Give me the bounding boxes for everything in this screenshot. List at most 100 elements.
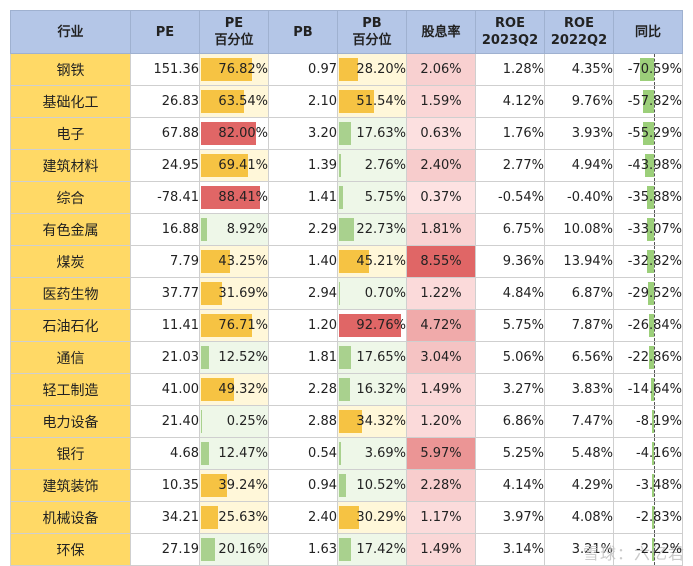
pe-cell[interactable]: 151.36 [130, 53, 200, 86]
roe-2023q2-cell[interactable]: 3.27% [475, 373, 545, 406]
pb-cell[interactable]: 2.94 [268, 277, 338, 310]
yoy-cell[interactable]: -57.82% [613, 85, 683, 118]
pb-percentile-cell[interactable]: 0.70% [337, 277, 407, 310]
pe-cell[interactable]: 4.68 [130, 437, 200, 470]
dividend-yield-cell[interactable]: 2.06% [406, 53, 476, 86]
industry-cell[interactable]: 机械设备 [10, 501, 131, 534]
roe-2022q2-cell[interactable]: 10.08% [544, 213, 614, 246]
pb-cell[interactable]: 0.54 [268, 437, 338, 470]
pe-percentile-cell[interactable]: 31.69% [199, 277, 269, 310]
pb-percentile-cell[interactable]: 34.32% [337, 405, 407, 438]
pb-cell[interactable]: 2.88 [268, 405, 338, 438]
roe-2022q2-cell[interactable]: 3.93% [544, 117, 614, 150]
roe-2022q2-cell[interactable]: 4.29% [544, 469, 614, 502]
roe-2023q2-cell[interactable]: 3.97% [475, 501, 545, 534]
yoy-cell[interactable]: -33.07% [613, 213, 683, 246]
pe-cell[interactable]: 34.21 [130, 501, 200, 534]
yoy-cell[interactable]: -55.29% [613, 117, 683, 150]
roe-2022q2-cell[interactable]: -0.40% [544, 181, 614, 214]
industry-cell[interactable]: 钢铁 [10, 53, 131, 86]
roe-2023q2-cell[interactable]: -0.54% [475, 181, 545, 214]
dividend-yield-cell[interactable]: 4.72% [406, 309, 476, 342]
pe-percentile-cell[interactable]: 76.71% [199, 309, 269, 342]
pb-percentile-cell[interactable]: 5.75% [337, 181, 407, 214]
pb-cell[interactable]: 1.81 [268, 341, 338, 374]
dividend-yield-cell[interactable]: 3.04% [406, 341, 476, 374]
pe-percentile-cell[interactable]: 76.82% [199, 53, 269, 86]
dividend-yield-cell[interactable]: 1.49% [406, 533, 476, 566]
yoy-cell[interactable]: -35.88% [613, 181, 683, 214]
industry-cell[interactable]: 建筑装饰 [10, 469, 131, 502]
table-row[interactable]: 建筑装饰 10.35 39.24% 0.94 10.52% 2.28% 4.14% 4.29%… [10, 469, 683, 502]
col-pe-header[interactable]: PE [130, 10, 200, 54]
roe-2023q2-cell[interactable]: 2.77% [475, 149, 545, 182]
pe-cell[interactable]: 26.83 [130, 85, 200, 118]
pe-percentile-cell[interactable]: 20.16% [199, 533, 269, 566]
pb-percentile-cell[interactable]: 17.65% [337, 341, 407, 374]
yoy-cell[interactable]: -22.86% [613, 341, 683, 374]
pe-percentile-cell[interactable]: 25.63% [199, 501, 269, 534]
pe-percentile-cell[interactable]: 0.25% [199, 405, 269, 438]
roe-2023q2-cell[interactable]: 1.28% [475, 53, 545, 86]
table-row[interactable]: 钢铁 151.36 76.82% 0.97 28.20% 2.06% 1.28% 4.35% -… [10, 53, 683, 86]
industry-cell[interactable]: 综合 [10, 181, 131, 214]
table-row[interactable]: 轻工制造 41.00 49.32% 2.28 16.32% 1.49% 3.27% 3.83%… [10, 373, 683, 406]
roe-2023q2-cell[interactable]: 4.84% [475, 277, 545, 310]
pb-cell[interactable]: 2.10 [268, 85, 338, 118]
pb-percentile-cell[interactable]: 45.21% [337, 245, 407, 278]
industry-cell[interactable]: 石油石化 [10, 309, 131, 342]
col-industry-header[interactable]: 行业 [10, 10, 131, 54]
pb-cell[interactable]: 2.28 [268, 373, 338, 406]
pe-cell[interactable]: 41.00 [130, 373, 200, 406]
pe-cell[interactable]: 21.03 [130, 341, 200, 374]
pb-cell[interactable]: 0.94 [268, 469, 338, 502]
roe-2022q2-cell[interactable]: 9.76% [544, 85, 614, 118]
dividend-yield-cell[interactable]: 8.55% [406, 245, 476, 278]
pb-percentile-cell[interactable]: 51.54% [337, 85, 407, 118]
pe-percentile-cell[interactable]: 39.24% [199, 469, 269, 502]
pe-percentile-cell[interactable]: 8.92% [199, 213, 269, 246]
pb-percentile-cell[interactable]: 30.29% [337, 501, 407, 534]
pb-cell[interactable]: 1.40 [268, 245, 338, 278]
dividend-yield-cell[interactable]: 2.40% [406, 149, 476, 182]
pe-cell[interactable]: 37.77 [130, 277, 200, 310]
yoy-cell[interactable]: -2.83% [613, 501, 683, 534]
col-yoy-header[interactable]: 同比 [613, 10, 683, 54]
table-row[interactable]: 综合 -78.41 88.41% 1.41 5.75% 0.37% -0.54% -0.40%… [10, 181, 683, 214]
roe-2022q2-cell[interactable]: 13.94% [544, 245, 614, 278]
dividend-yield-cell[interactable]: 5.97% [406, 437, 476, 470]
table-row[interactable]: 银行 4.68 12.47% 0.54 3.69% 5.97% 5.25% 5.48% -4.1… [10, 437, 683, 470]
pb-cell[interactable]: 1.39 [268, 149, 338, 182]
table-row[interactable]: 基础化工 26.83 63.54% 2.10 51.54% 1.59% 4.12% 9.76%… [10, 85, 683, 118]
roe-2023q2-cell[interactable]: 5.25% [475, 437, 545, 470]
table-row[interactable]: 电力设备 21.40 0.25% 2.88 34.32% 1.20% 6.86% 7.47% -… [10, 405, 683, 438]
pe-percentile-cell[interactable]: 43.25% [199, 245, 269, 278]
table-row[interactable]: 电子 67.88 82.00% 3.20 17.63% 0.63% 1.76% 3.93% -5… [10, 117, 683, 150]
roe-2023q2-cell[interactable]: 5.75% [475, 309, 545, 342]
pe-cell[interactable]: 67.88 [130, 117, 200, 150]
pb-cell[interactable]: 2.29 [268, 213, 338, 246]
roe-2022q2-cell[interactable]: 3.83% [544, 373, 614, 406]
col-roe-2022q2-header[interactable]: ROE 2022Q2 [544, 10, 614, 54]
roe-2023q2-cell[interactable]: 3.14% [475, 533, 545, 566]
yoy-cell[interactable]: -70.59% [613, 53, 683, 86]
table-row[interactable]: 有色金属 16.88 8.92% 2.29 22.73% 1.81% 6.75% 10.08%… [10, 213, 683, 246]
col-roe-2023q2-header[interactable]: ROE 2023Q2 [475, 10, 545, 54]
pb-percentile-cell[interactable]: 3.69% [337, 437, 407, 470]
roe-2023q2-cell[interactable]: 4.14% [475, 469, 545, 502]
pb-percentile-cell[interactable]: 17.63% [337, 117, 407, 150]
pb-percentile-cell[interactable]: 92.76% [337, 309, 407, 342]
yoy-cell[interactable]: -14.64% [613, 373, 683, 406]
pe-cell[interactable]: 27.19 [130, 533, 200, 566]
dividend-yield-cell[interactable]: 1.17% [406, 501, 476, 534]
roe-2023q2-cell[interactable]: 5.06% [475, 341, 545, 374]
table-row[interactable]: 环保 27.19 20.16% 1.63 17.42% 1.49% 3.14% 3.21% -2… [10, 533, 683, 566]
industry-cell[interactable]: 环保 [10, 533, 131, 566]
pb-percentile-cell[interactable]: 22.73% [337, 213, 407, 246]
pe-cell[interactable]: 24.95 [130, 149, 200, 182]
table-row[interactable]: 煤炭 7.79 43.25% 1.40 45.21% 8.55% 9.36% 13.94% -3… [10, 245, 683, 278]
table-row[interactable]: 建筑材料 24.95 69.41% 1.39 2.76% 2.40% 2.77% 4.94% -… [10, 149, 683, 182]
pe-percentile-cell[interactable]: 12.52% [199, 341, 269, 374]
dividend-yield-cell[interactable]: 1.22% [406, 277, 476, 310]
pb-cell[interactable]: 3.20 [268, 117, 338, 150]
